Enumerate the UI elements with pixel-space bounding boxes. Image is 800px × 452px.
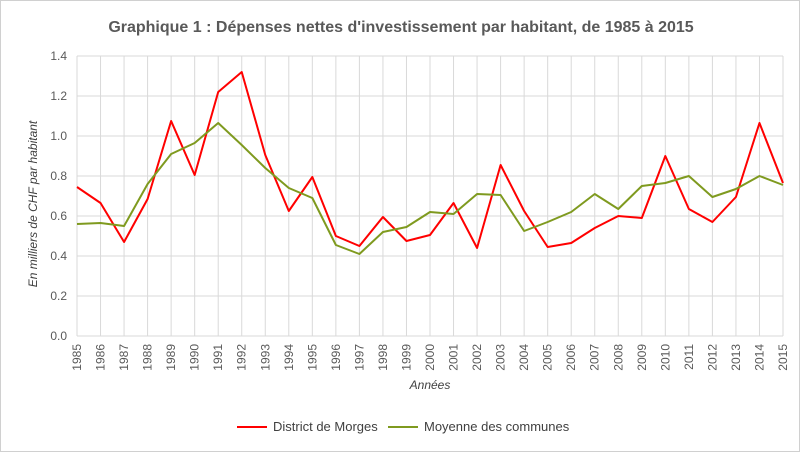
y-tick-label: 0.0 — [50, 329, 67, 343]
x-tick-label: 2010 — [658, 344, 672, 371]
y-tick-label: 1.4 — [50, 49, 67, 63]
x-axis-ticks: 1985 1986 1987 1988 1989 1990 1991 1992 1993 1994… — [70, 344, 790, 371]
x-axis-label: Années — [409, 378, 451, 392]
x-tick-label: 1996 — [329, 344, 343, 371]
x-tick-label: 1987 — [117, 344, 131, 371]
x-tick-label: 1986 — [94, 344, 108, 371]
x-tick-label: 2005 — [541, 344, 555, 371]
x-tick-label: 2013 — [729, 344, 743, 371]
y-tick-label: 0.8 — [50, 169, 67, 183]
y-tick-label: 1.2 — [50, 89, 67, 103]
x-tick-label: 1988 — [141, 344, 155, 371]
x-tick-label: 1991 — [211, 344, 225, 371]
gridlines — [76, 55, 784, 337]
x-tick-label: 1995 — [305, 344, 319, 371]
legend-label-1: Moyenne des communes — [424, 419, 570, 434]
x-tick-label: 1993 — [258, 344, 272, 371]
x-tick-label: 1994 — [282, 344, 296, 371]
x-tick-label: 2015 — [776, 344, 790, 371]
x-tick-label: 2011 — [682, 344, 696, 370]
x-tick-label: 2001 — [447, 344, 461, 371]
y-tick-label: 1.0 — [50, 129, 67, 143]
x-tick-label: 2002 — [470, 344, 484, 371]
x-tick-label: 2009 — [635, 344, 649, 371]
chart-title: Graphique 1 : Dépenses nettes d'investis… — [108, 19, 693, 36]
y-tick-label: 0.4 — [50, 249, 67, 263]
x-tick-label: 1997 — [352, 344, 366, 371]
x-tick-label: 1989 — [164, 344, 178, 371]
x-tick-label: 1990 — [188, 344, 202, 371]
x-tick-label: 1998 — [376, 344, 390, 371]
x-tick-label: 2012 — [705, 344, 719, 371]
x-tick-label: 2008 — [611, 344, 625, 371]
x-tick-label: 1985 — [70, 344, 84, 371]
x-tick-label: 2000 — [423, 344, 437, 371]
series-line-1 — [76, 122, 784, 255]
y-axis-ticks: 0.0 0.2 0.4 0.6 0.8 1.0 1.2 1.4 — [50, 49, 67, 343]
x-tick-label: 2003 — [494, 344, 508, 371]
y-tick-label: 0.6 — [50, 209, 67, 223]
x-tick-label: 2004 — [517, 344, 531, 371]
y-tick-label: 0.2 — [50, 289, 67, 303]
x-tick-label: 1992 — [235, 344, 249, 371]
series-line-0 — [76, 71, 784, 249]
legend-label-0: District de Morges — [273, 419, 378, 434]
x-tick-label: 2014 — [752, 344, 766, 371]
x-tick-label: 1999 — [399, 344, 413, 371]
y-axis-label: En milliers de CHF par habitant — [26, 120, 40, 287]
x-tick-label: 2007 — [588, 344, 602, 371]
legend: District de Morges Moyenne des communes — [237, 419, 570, 434]
series-lines — [76, 71, 784, 255]
x-tick-label: 2006 — [564, 344, 578, 371]
